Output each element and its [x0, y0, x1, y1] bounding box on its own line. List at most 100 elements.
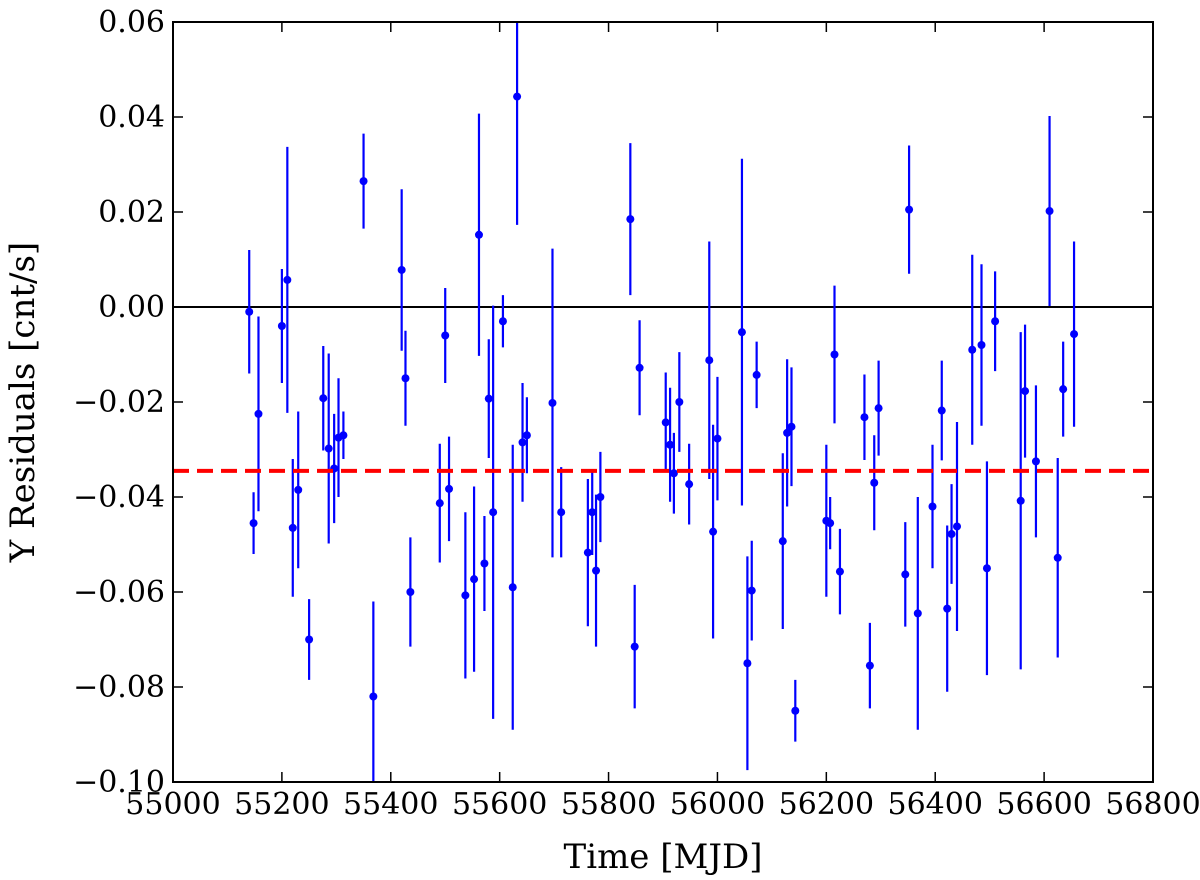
data-point — [1045, 116, 1054, 307]
x-axis-label: Time [MJD] — [564, 837, 763, 877]
data-point — [435, 443, 444, 563]
point-marker — [518, 438, 527, 447]
point-marker — [913, 609, 922, 618]
data-point — [245, 250, 254, 374]
point-marker — [470, 575, 479, 584]
point-marker — [283, 275, 292, 284]
data-point — [441, 288, 450, 383]
point-marker — [635, 363, 644, 372]
data-point — [778, 453, 787, 630]
point-marker — [508, 583, 517, 592]
data-point — [339, 411, 348, 459]
data-point — [737, 158, 746, 506]
data-point — [669, 432, 678, 514]
data-point — [713, 376, 722, 501]
data-point — [901, 522, 910, 627]
data-point — [508, 444, 517, 730]
x-tick-label: 56600 — [996, 787, 1091, 822]
data-point — [860, 374, 869, 460]
point-marker — [441, 331, 450, 340]
data-point — [254, 316, 263, 512]
data-point — [359, 133, 368, 229]
data-point — [596, 451, 605, 543]
point-marker — [709, 527, 718, 536]
point-marker — [294, 485, 303, 494]
point-marker — [245, 307, 254, 316]
data-point — [484, 339, 493, 459]
data-point — [489, 305, 498, 719]
point-marker — [583, 548, 592, 557]
data-point — [661, 372, 670, 473]
data-point — [982, 461, 991, 676]
data-point — [709, 424, 718, 639]
data-point — [588, 469, 597, 555]
point-marker — [991, 317, 1000, 326]
point-marker — [401, 374, 410, 383]
point-marker — [254, 409, 263, 418]
data-point — [445, 436, 454, 542]
data-point — [305, 599, 314, 680]
y-tick-label: −0.02 — [73, 385, 165, 420]
point-marker — [489, 508, 498, 517]
y-tick-label: −0.04 — [73, 480, 165, 515]
point-marker — [484, 394, 493, 403]
data-point — [249, 492, 258, 554]
point-marker — [666, 440, 675, 449]
point-marker — [747, 586, 756, 595]
data-point — [294, 411, 303, 569]
data-point — [977, 264, 986, 426]
data-point — [705, 241, 714, 479]
data-point — [474, 113, 483, 356]
x-tick-label: 56200 — [779, 787, 874, 822]
point-marker — [669, 469, 678, 478]
data-point — [787, 367, 796, 487]
point-marker — [737, 328, 746, 337]
point-marker — [743, 659, 752, 668]
data-point — [865, 622, 874, 709]
data-point — [752, 341, 761, 409]
data-point — [685, 443, 694, 525]
point-marker — [474, 230, 483, 239]
point-marker — [901, 570, 910, 579]
data-point — [1031, 385, 1040, 538]
point-marker — [288, 523, 297, 532]
data-point — [498, 295, 507, 348]
x-tick-label: 55200 — [234, 787, 329, 822]
data-point — [557, 467, 566, 558]
data-point — [791, 679, 800, 742]
x-tick-label: 55000 — [125, 787, 220, 822]
data-point — [324, 353, 333, 544]
y-tick-label: −0.08 — [73, 670, 165, 705]
data-point — [913, 497, 922, 730]
point-marker — [1045, 207, 1054, 216]
point-marker — [339, 431, 348, 440]
data-point — [518, 383, 527, 502]
data-point — [480, 516, 489, 611]
plot-frame — [172, 21, 1154, 783]
point-marker — [791, 706, 800, 715]
data-point — [592, 494, 601, 647]
point-marker — [305, 635, 314, 644]
y-tick-label: 0.06 — [98, 5, 165, 40]
y-tick-label: 0.02 — [98, 195, 165, 230]
x-tick-label: 55400 — [343, 787, 438, 822]
point-marker — [835, 567, 844, 576]
data-point — [1070, 241, 1079, 427]
data-point — [397, 189, 406, 351]
data-point — [369, 601, 378, 782]
data-point — [968, 254, 977, 445]
data-point — [874, 360, 883, 456]
data-point — [747, 540, 756, 641]
y-tick-label: 0.04 — [98, 100, 165, 135]
data-point — [1053, 458, 1062, 658]
point-marker — [445, 484, 454, 493]
point-marker — [928, 502, 937, 511]
point-marker — [498, 317, 507, 326]
point-marker — [1059, 385, 1068, 394]
point-marker — [685, 480, 694, 489]
point-marker — [778, 537, 787, 546]
data-point — [743, 556, 752, 771]
data-point — [835, 528, 844, 615]
point-marker — [596, 493, 605, 501]
x-tick-label: 56400 — [888, 787, 983, 822]
